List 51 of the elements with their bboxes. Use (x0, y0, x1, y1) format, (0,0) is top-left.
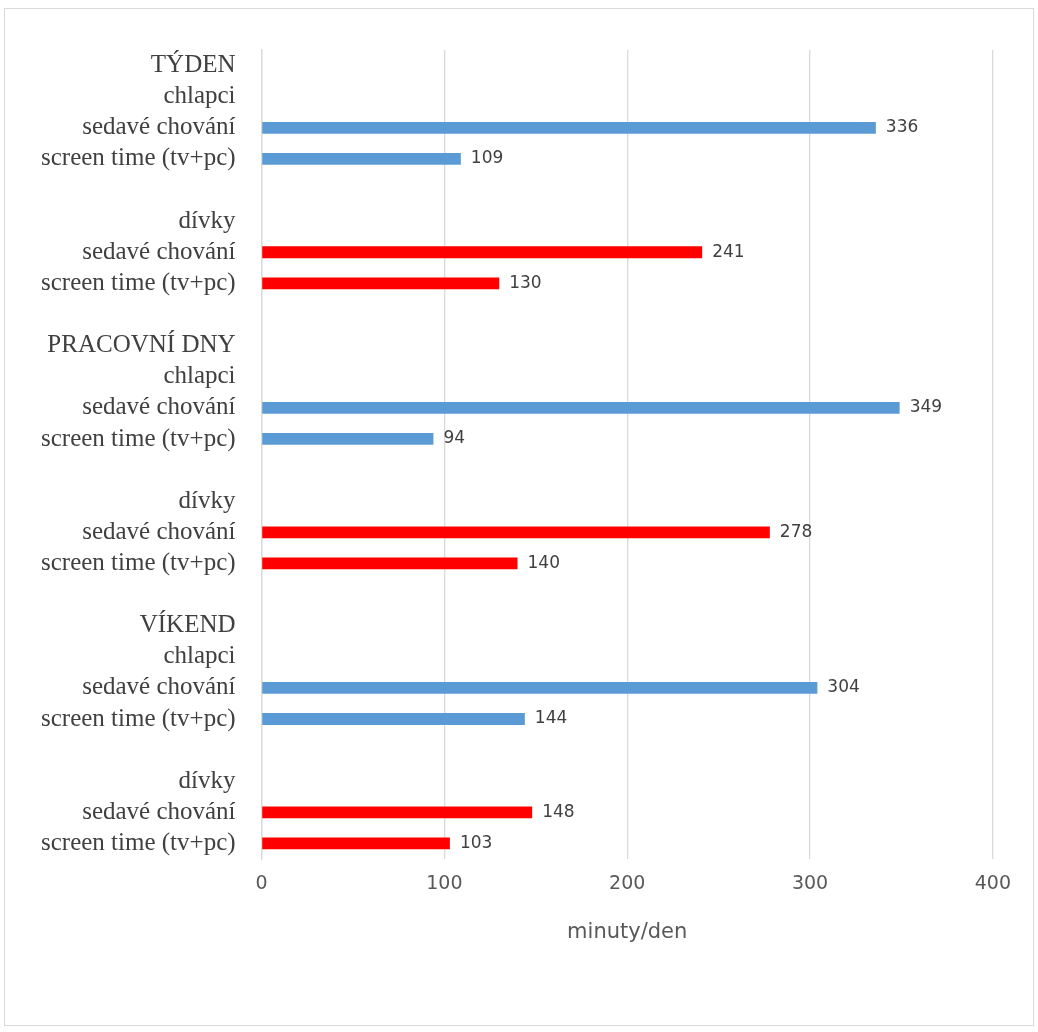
x-tick-label: 400 (974, 871, 1011, 894)
y-tick-label: sedavé chování (82, 796, 236, 824)
bar (262, 277, 500, 290)
y-tick-label: screen time (tv+pc) (40, 703, 236, 732)
y-tick-label: screen time (tv+pc) (40, 267, 236, 296)
data-label: 103 (459, 831, 493, 852)
data-label: 241 (712, 240, 745, 261)
bar (262, 433, 434, 445)
bar (262, 837, 450, 850)
bar (262, 713, 525, 725)
y-tick-label: sedavé chování (82, 672, 236, 700)
y-tick-label: VÍKEND (139, 610, 236, 638)
y-tick-label: chlapci (163, 641, 236, 669)
bar (262, 557, 518, 570)
y-tick-label: screen time (tv+pc) (40, 547, 236, 576)
bar (262, 806, 533, 819)
y-tick-label: sedavé chování (82, 392, 236, 420)
y-tick-label: dívky (178, 765, 237, 793)
bar (262, 246, 703, 259)
data-label: 336 (885, 116, 919, 137)
y-tick-label: dívky (178, 485, 237, 513)
data-label: 109 (470, 147, 504, 168)
x-tick-label: 300 (791, 871, 829, 894)
y-tick-label: dívky (178, 205, 237, 233)
bar (262, 526, 770, 539)
data-label: 130 (509, 271, 542, 292)
bar (262, 401, 900, 414)
x-axis-title: minuty/den (567, 918, 688, 943)
data-label: 148 (542, 800, 575, 821)
y-tick-label: screen time (tv+pc) (40, 423, 236, 452)
data-label: 94 (443, 427, 466, 448)
y-tick-label: screen time (tv+pc) (40, 143, 236, 172)
data-label: 278 (779, 520, 813, 541)
x-tick-label: 100 (426, 871, 463, 894)
y-tick-label: chlapci (163, 361, 236, 389)
bar (262, 152, 461, 165)
data-label: 144 (534, 707, 568, 728)
data-label: 304 (827, 676, 860, 697)
y-tick-label: PRACOVNÍ DNY (47, 330, 236, 358)
x-tick-label: 0 (255, 871, 268, 894)
y-tick-label: sedavé chování (82, 112, 236, 140)
y-tick-label: screen time (tv+pc) (40, 828, 236, 856)
bar (262, 681, 818, 694)
y-tick-label: TÝDEN (150, 50, 236, 78)
y-tick-label: sedavé chování (82, 516, 236, 544)
bar (262, 121, 876, 134)
data-label: 349 (909, 396, 943, 417)
x-tick-label: 200 (609, 871, 646, 894)
data-label: 140 (527, 551, 560, 572)
y-tick-label: sedavé chování (82, 236, 236, 264)
y-tick-label: chlapci (163, 81, 236, 109)
